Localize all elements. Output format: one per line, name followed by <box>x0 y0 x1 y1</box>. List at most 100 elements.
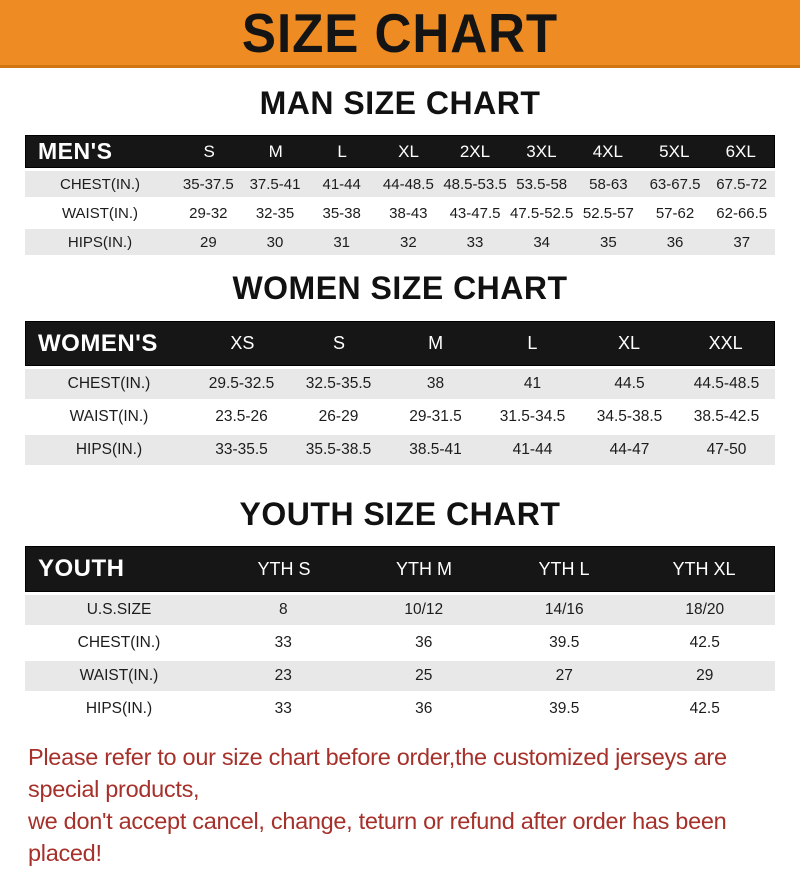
column-header: L <box>337 141 347 161</box>
cell-value: 32.5-35.5 <box>305 375 372 392</box>
cell-value: 35-37.5 <box>182 175 234 193</box>
column-header: XS <box>230 333 255 353</box>
banner-title: SIZE CHART <box>241 1 559 64</box>
row-label: HIPS(IN.) <box>85 700 153 717</box>
cell-value: 34 <box>533 233 551 251</box>
cell-value: 63-67.5 <box>649 175 701 193</box>
cell-value: 33-35.5 <box>215 441 268 458</box>
cell-value: 29 <box>199 233 217 251</box>
column-header: YTH M <box>396 558 452 579</box>
cell-value: 62-66.5 <box>716 204 768 222</box>
cell-value: 29.5-32.5 <box>208 375 275 392</box>
table-row: WAIST(IN.) 23 25 27 29 <box>25 661 775 691</box>
row-label: WAIST(IN.) <box>69 408 149 425</box>
cell-value: 35.5-38.5 <box>305 441 372 458</box>
cell-value: 44.5 <box>614 375 645 392</box>
column-header: L <box>527 333 538 353</box>
cell-value: 53.5-58 <box>516 175 568 193</box>
cell-value: 34.5-38.5 <box>596 408 663 425</box>
table-row: WAIST(IN.) 29-32 32-35 35-38 38-43 43-47.5 47.… <box>25 200 775 226</box>
table-row: WAIST(IN.) 23.5-26 26-29 29-31.5 31.5-34.5 34… <box>25 402 775 432</box>
cell-value: 41-44 <box>322 175 361 193</box>
cell-value: 29-32 <box>189 204 228 222</box>
cell-value: 38.5-41 <box>409 441 462 458</box>
column-header: 5XL <box>659 141 690 161</box>
table-row: U.S.SIZE 8 10/12 14/16 18/20 <box>25 595 775 625</box>
row-label: HIPS(IN.) <box>75 441 143 458</box>
table-header-label: YOUTH <box>38 555 125 582</box>
cell-value: 36 <box>666 233 684 251</box>
column-header: XL <box>398 141 419 161</box>
cell-value: 37 <box>733 233 751 251</box>
table-row: CHEST(IN.) 33 36 39.5 42.5 <box>25 628 775 658</box>
cell-value: 27 <box>555 667 573 684</box>
cell-value: 58-63 <box>589 175 628 193</box>
cell-value: 47.5-52.5 <box>510 204 574 222</box>
youth-size-section: YOUTH SIZE CHART YOUTH YTH S YTH M YTH L YTH… <box>0 496 800 724</box>
row-label: WAIST(IN.) <box>61 204 139 222</box>
cell-value: 33 <box>466 233 484 251</box>
youth-section-heading: YOUTH SIZE CHART <box>239 496 561 532</box>
column-header: 6XL <box>725 141 756 161</box>
footer-note: Please refer to our size chart before or… <box>28 741 776 869</box>
column-header: M <box>268 141 283 161</box>
column-header: 4XL <box>592 141 623 161</box>
cell-value: 33 <box>274 634 292 651</box>
cell-value: 37.5-41 <box>249 175 301 193</box>
cell-value: 57-62 <box>655 204 695 222</box>
cell-value: 44-48.5 <box>382 175 434 193</box>
row-label: HIPS(IN.) <box>67 233 133 251</box>
cell-value: 26-29 <box>318 408 359 425</box>
cell-value: 31 <box>333 233 351 251</box>
cell-value: 48.5-53.5 <box>443 175 507 193</box>
cell-value: 35-38 <box>322 204 361 222</box>
cell-value: 43-47.5 <box>449 204 501 222</box>
cell-value: 44.5-48.5 <box>693 375 760 392</box>
women-size-section: WOMEN SIZE CHART WOMEN'S XS S M L XL XXL CHEST(… <box>0 270 800 465</box>
cell-value: 35 <box>600 233 617 251</box>
table-header-row: WOMEN'S XS S M L XL XXL <box>25 321 775 366</box>
size-chart-banner: SIZE CHART <box>0 0 800 68</box>
cell-value: 14/16 <box>544 601 584 618</box>
column-header: YTH S <box>257 558 311 579</box>
footer-note-line-1: Please refer to our size chart before or… <box>28 744 727 802</box>
table-header-row: YOUTH YTH S YTH M YTH L YTH XL <box>25 546 775 592</box>
cell-value: 29 <box>696 667 714 684</box>
cell-value: 38-43 <box>389 204 428 222</box>
cell-value: 32-35 <box>255 204 295 222</box>
cell-value: 38.5-42.5 <box>693 408 760 425</box>
cell-value: 30 <box>266 233 284 251</box>
youth-size-table: YOUTH YTH S YTH M YTH L YTH XL U.S.SIZE 8 10/12… <box>25 546 775 724</box>
column-header: S <box>203 141 215 161</box>
column-header: S <box>333 333 346 353</box>
cell-value: 32 <box>400 233 417 251</box>
men-size-section: MAN SIZE CHART MEN'S S M L XL 2XL 3XL 4XL 5XL 6XL… <box>0 85 800 255</box>
column-header: XL <box>618 333 641 353</box>
table-row: CHEST(IN.) 29.5-32.5 32.5-35.5 38 41 44.5 44.5… <box>25 369 775 399</box>
column-header: YTH XL <box>672 558 736 579</box>
cell-value: 25 <box>415 667 433 684</box>
cell-value: 23.5-26 <box>215 408 268 425</box>
row-label: CHEST(IN.) <box>67 375 151 392</box>
table-row: HIPS(IN.) 33 36 39.5 42.5 <box>25 694 775 724</box>
table-header-label: WOMEN'S <box>38 329 158 357</box>
cell-value: 67.5-72 <box>716 175 768 193</box>
cell-value: 36 <box>415 700 433 717</box>
column-header: 3XL <box>526 141 557 161</box>
cell-value: 10/12 <box>404 601 444 618</box>
cell-value: 31.5-34.5 <box>499 408 566 425</box>
cell-value: 47-50 <box>706 441 747 458</box>
cell-value: 39.5 <box>549 634 580 651</box>
row-label: U.S.SIZE <box>86 601 152 618</box>
column-header: 2XL <box>459 141 491 161</box>
cell-value: 41-44 <box>512 441 553 458</box>
cell-value: 8 <box>278 601 288 618</box>
footer-note-line-2: we don't accept cancel, change, teturn o… <box>28 808 727 866</box>
table-header-row: MEN'S S M L XL 2XL 3XL 4XL 5XL 6XL <box>25 135 775 168</box>
row-label: CHEST(IN.) <box>60 175 140 193</box>
cell-value: 23 <box>274 667 292 684</box>
cell-value: 39.5 <box>549 700 580 717</box>
table-row: CHEST(IN.) 35-37.5 37.5-41 41-44 44-48.5 48.5… <box>25 171 775 197</box>
cell-value: 41 <box>523 375 542 392</box>
cell-value: 42.5 <box>689 700 720 717</box>
